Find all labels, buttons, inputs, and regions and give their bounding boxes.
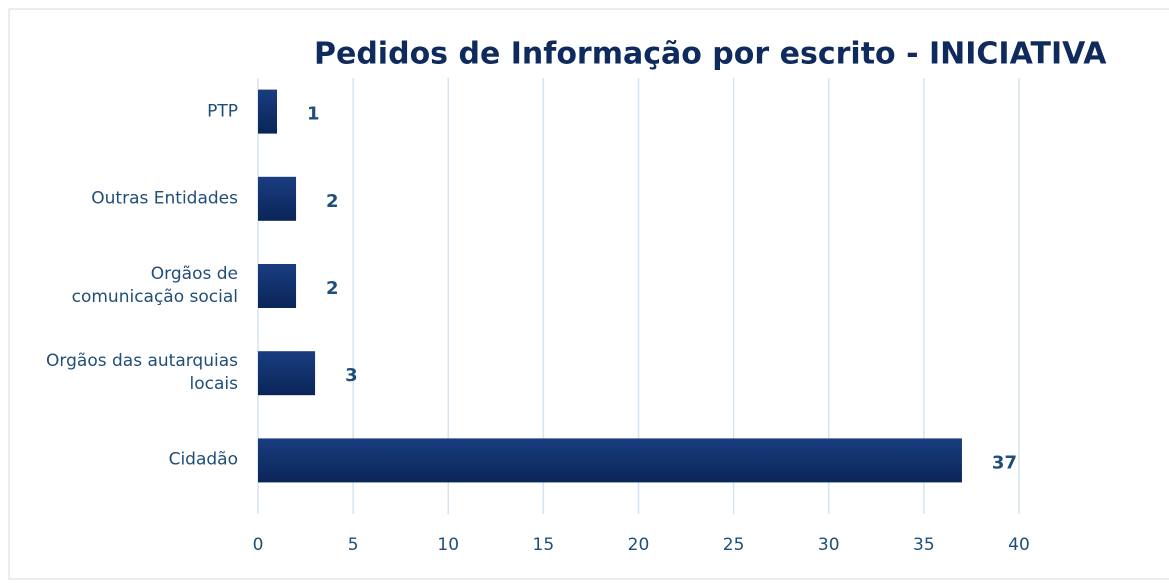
chart-border <box>8 8 1169 580</box>
y-tick-label: Orgãos das autarquias locais <box>46 351 238 395</box>
data-label: 3 <box>345 365 358 386</box>
y-tick-label: PTP <box>207 101 238 122</box>
chart-title: Pedidos de Informação por escrito - INIC… <box>314 37 1107 72</box>
bar <box>258 89 278 134</box>
data-label: 2 <box>326 191 339 212</box>
data-label: 37 <box>992 452 1017 473</box>
x-tick-label: 0 <box>253 535 264 555</box>
bar <box>258 351 316 396</box>
x-tick-label: 20 <box>628 535 650 555</box>
y-tick-label: Outras Entidades <box>91 188 238 209</box>
x-tick-label: 40 <box>1008 535 1030 555</box>
bar <box>258 264 297 308</box>
bar <box>258 438 962 483</box>
bar <box>258 176 297 221</box>
x-tick-label: 5 <box>348 535 359 555</box>
x-tick-label: 15 <box>533 535 555 555</box>
x-tick-label: 25 <box>723 535 745 555</box>
x-tick-label: 35 <box>913 535 935 555</box>
x-tick-label: 30 <box>818 535 840 555</box>
y-tick-label: Cidadão <box>168 449 238 470</box>
y-tick-label: Orgãos de comunicação social <box>71 264 238 307</box>
data-label: 1 <box>307 104 320 125</box>
x-tick-label: 10 <box>437 535 459 555</box>
data-label: 2 <box>326 278 339 299</box>
